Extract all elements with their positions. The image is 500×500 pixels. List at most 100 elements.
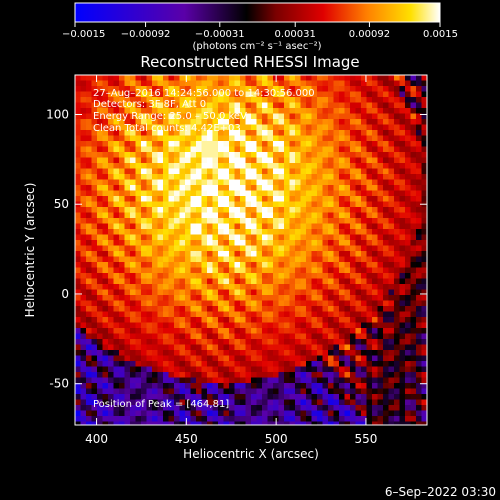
heatmap-cell bbox=[251, 80, 257, 87]
heatmap-cell bbox=[377, 240, 384, 246]
heatmap-cell bbox=[135, 135, 142, 142]
heatmap-cell bbox=[251, 350, 257, 356]
heatmap-cell bbox=[394, 141, 400, 147]
heatmap-cell bbox=[256, 333, 263, 340]
heatmap-cell bbox=[135, 322, 142, 329]
heatmap-cell bbox=[190, 394, 197, 400]
heatmap-cell bbox=[152, 350, 158, 356]
heatmap-cell bbox=[317, 234, 323, 241]
heatmap-cell bbox=[278, 218, 285, 224]
heatmap-cell bbox=[201, 91, 208, 98]
heatmap-cell bbox=[322, 108, 329, 114]
heatmap-cell bbox=[141, 135, 147, 142]
heatmap-cell bbox=[97, 218, 103, 224]
heatmap-cell bbox=[322, 124, 329, 131]
heatmap-cell bbox=[97, 289, 103, 296]
heatmap-cell bbox=[91, 339, 98, 345]
heatmap-cell bbox=[350, 130, 356, 136]
heatmap-cell bbox=[108, 108, 114, 114]
heatmap-cell bbox=[135, 306, 142, 312]
heatmap-cell bbox=[284, 113, 290, 120]
heatmap-cell bbox=[201, 273, 208, 279]
heatmap-cell bbox=[102, 333, 109, 340]
heatmap-cell bbox=[135, 372, 142, 378]
heatmap-cell bbox=[399, 223, 406, 230]
heatmap-cell bbox=[262, 91, 268, 98]
heatmap-cell bbox=[377, 91, 384, 98]
heatmap-cell bbox=[372, 201, 378, 208]
heatmap-cell bbox=[229, 212, 235, 219]
heatmap-cell bbox=[124, 405, 131, 411]
heatmap-cell bbox=[289, 344, 296, 351]
heatmap-cell bbox=[168, 295, 175, 301]
heatmap-cell bbox=[322, 119, 329, 125]
heatmap-cell bbox=[97, 328, 103, 334]
heatmap-cell bbox=[383, 113, 389, 120]
heatmap-cell bbox=[119, 377, 125, 384]
heatmap-cell bbox=[234, 163, 241, 169]
heatmap-cell bbox=[416, 377, 422, 384]
heatmap-cell bbox=[119, 91, 125, 98]
heatmap-cell bbox=[119, 179, 125, 186]
heatmap-cell bbox=[119, 130, 125, 136]
heatmap-cell bbox=[102, 234, 109, 241]
heatmap-cell bbox=[333, 306, 340, 312]
heatmap-cell bbox=[284, 410, 290, 417]
heatmap-cell bbox=[108, 289, 114, 296]
heatmap-cell bbox=[383, 410, 389, 417]
heatmap-cell bbox=[168, 377, 175, 384]
heatmap-cell bbox=[179, 201, 186, 208]
heatmap-cell bbox=[234, 113, 241, 120]
heatmap-cell bbox=[223, 234, 230, 241]
heatmap-cell bbox=[295, 300, 301, 307]
heatmap-cell bbox=[410, 97, 417, 103]
heatmap-cell bbox=[218, 372, 224, 378]
heatmap-cell bbox=[124, 262, 131, 268]
heatmap-cell bbox=[91, 113, 98, 120]
annotation-peak-position: Position of Peak = [464,81] bbox=[93, 399, 229, 410]
heatmap-cell bbox=[97, 207, 103, 213]
heatmap-cell bbox=[168, 300, 175, 307]
heatmap-cell bbox=[289, 240, 296, 246]
heatmap-cell bbox=[344, 317, 351, 323]
heatmap-cell bbox=[179, 388, 186, 395]
heatmap-cell bbox=[377, 190, 384, 197]
heatmap-cell bbox=[377, 163, 384, 169]
heatmap-cell bbox=[311, 124, 318, 131]
heatmap-cell bbox=[152, 355, 158, 362]
heatmap-cell bbox=[377, 372, 384, 378]
heatmap-cell bbox=[273, 295, 279, 301]
heatmap-cell bbox=[399, 135, 406, 142]
heatmap-cell bbox=[267, 130, 274, 136]
heatmap-cell bbox=[399, 113, 406, 120]
heatmap-cell bbox=[394, 207, 400, 213]
heatmap-cell bbox=[339, 113, 345, 120]
heatmap-cell bbox=[416, 251, 422, 257]
heatmap-cell bbox=[328, 245, 334, 252]
heatmap-cell bbox=[234, 119, 241, 125]
heatmap-cell bbox=[317, 119, 323, 125]
heatmap-cell bbox=[174, 405, 180, 411]
heatmap-cell bbox=[267, 322, 274, 329]
heatmap-cell bbox=[394, 168, 400, 175]
heatmap-cell bbox=[168, 124, 175, 131]
heatmap-cell bbox=[267, 267, 274, 274]
heatmap-cell bbox=[146, 174, 153, 180]
heatmap-cell bbox=[372, 333, 378, 340]
heatmap-cell bbox=[311, 372, 318, 378]
heatmap-cell bbox=[97, 86, 103, 92]
heatmap-cell bbox=[201, 262, 208, 268]
heatmap-cell bbox=[377, 245, 384, 252]
heatmap-cell bbox=[350, 388, 356, 395]
heatmap-cell bbox=[190, 218, 197, 224]
heatmap-cell bbox=[157, 108, 164, 114]
heatmap-cell bbox=[201, 251, 208, 257]
heatmap-cell bbox=[317, 295, 323, 301]
heatmap-cell bbox=[306, 223, 312, 230]
heatmap-cell bbox=[229, 124, 235, 131]
heatmap-cell bbox=[344, 130, 351, 136]
heatmap-cell bbox=[339, 355, 345, 362]
heatmap-cell bbox=[113, 388, 120, 395]
heatmap-cell bbox=[185, 317, 191, 323]
y-tick-label: 50 bbox=[54, 197, 69, 211]
